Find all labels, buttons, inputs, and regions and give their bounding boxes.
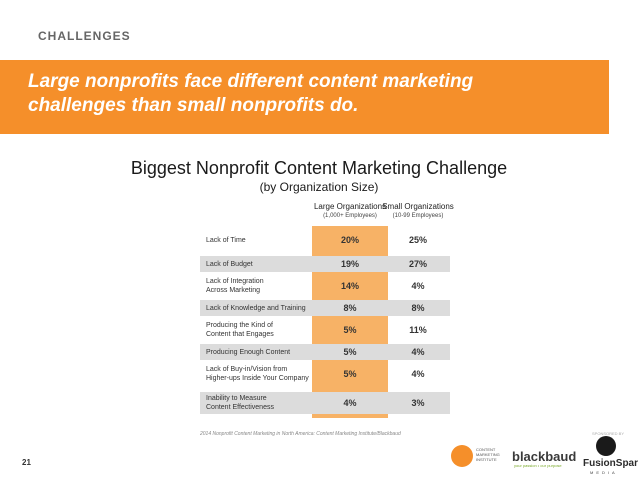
cmi-logo-icon (451, 445, 473, 467)
page-number: 21 (22, 458, 31, 467)
headline: Large nonprofits face different content … (28, 70, 598, 118)
column-subheader-large: (1,000+ Employees) (323, 213, 377, 219)
value-small-org: 4% (411, 368, 425, 379)
row-label-line: Producing Enough Content (206, 348, 291, 356)
row-label-line: Lack of Budget (206, 260, 253, 268)
value-large-org: 5% (343, 324, 357, 335)
column-header-small: Small Organizations (382, 202, 454, 211)
value-small-org: 4% (411, 346, 425, 357)
row-label-line: Content that Engages (206, 331, 274, 338)
value-large-org: 4% (343, 397, 357, 408)
row-label-line: Content Effectiveness (206, 404, 274, 411)
section-label: CHALLENGES (38, 29, 131, 43)
value-large-org: 14% (340, 280, 359, 291)
row-label-line: Inability to Measure (206, 395, 267, 402)
fusionspark-sub: MEDIA (590, 470, 618, 475)
fusionspark-logo: FusionSpark (583, 458, 638, 469)
row-label-line: Lack of Buy-in/Vision from (206, 366, 288, 373)
value-large-org: 8% (343, 302, 357, 313)
table-row-shading (200, 344, 450, 360)
row-label: Lack of Integration Across Marketing (206, 277, 264, 295)
row-label-line: Higher-ups Inside Your Company (206, 375, 309, 382)
source-footnote: 2014 Nonprofit Content Marketing in Nort… (200, 431, 401, 437)
row-label-line: Lack of Time (206, 236, 246, 244)
column-subheader-small: (10-99 Employees) (392, 213, 444, 219)
table-row-shading (200, 256, 450, 272)
fusionspark-logo-icon (596, 436, 616, 456)
column-header-large: Large Organizations (313, 202, 387, 211)
row-label: Producing the Kind of Content that Engage… (206, 321, 274, 339)
value-large-org: 20% (340, 234, 359, 245)
headline-line-1: Large nonprofits face different content … (28, 71, 474, 92)
value-small-org: 8% (411, 302, 425, 313)
blackbaud-logo: blackbaud (512, 449, 577, 464)
blackbaud-tagline: your passion • our purpose (514, 463, 562, 468)
value-small-org: 27% (408, 258, 427, 269)
value-small-org: 11% (409, 324, 427, 335)
headline-banner (0, 60, 609, 134)
headline-line-2: challenges than small nonprofits do. (28, 95, 359, 116)
sponsor-tag: SPONSORED BY (592, 431, 625, 436)
chart-title: Biggest Nonprofit Content Marketing Chal… (130, 158, 508, 178)
value-small-org: 4% (411, 280, 425, 291)
value-small-org: 25% (408, 234, 427, 245)
table-row-shading (200, 300, 450, 316)
row-label-line: Lack of Knowledge and Training (206, 304, 306, 312)
value-large-org: 5% (343, 368, 357, 379)
row-label: Lack of Knowledge and Training (206, 304, 306, 313)
row-label: Lack of Budget (206, 260, 253, 269)
row-label-line: Producing the Kind of (206, 322, 273, 329)
value-small-org: 3% (411, 397, 425, 408)
value-large-org: 5% (343, 346, 357, 357)
row-label-line: Lack of Integration (206, 278, 264, 285)
cmi-logo-text: CONTENT MARKETING INSTITUTE (476, 447, 500, 462)
row-label-line: Across Marketing (206, 287, 261, 294)
chart-subtitle: (by Organization Size) (259, 180, 379, 194)
value-large-org: 19% (340, 258, 359, 269)
row-label: Inability to Measure Content Effectivenes… (206, 394, 274, 412)
row-label: Lack of Buy-in/Vision from Higher-ups Ins… (206, 365, 309, 383)
row-label: Producing Enough Content (206, 348, 290, 357)
row-label: Lack of Time (206, 236, 246, 245)
table-row-shading (200, 392, 450, 414)
large-org-highlight-column (312, 226, 388, 418)
